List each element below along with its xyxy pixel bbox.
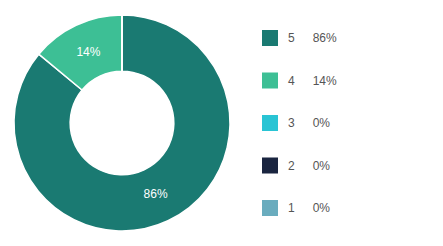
legend-value: 86% <box>313 31 337 45</box>
legend-category: 1 <box>288 201 295 215</box>
legend-value: 14% <box>313 74 337 88</box>
legend-entry: 2 0% <box>288 159 330 173</box>
data-labels: 86% 14% <box>76 45 167 202</box>
legend-category: 5 <box>288 31 295 45</box>
legend-swatch <box>262 115 278 131</box>
chart: 86% 14% 5 86% 4 14% 3 0% 2 0% 1 0% <box>0 0 443 246</box>
legend-entry: 3 0% <box>288 116 330 130</box>
legend: 5 86% 4 14% 3 0% 2 0% 1 0% <box>262 30 337 216</box>
legend-item: 2 0% <box>262 158 330 174</box>
legend-item: 1 0% <box>262 200 330 216</box>
legend-entry: 5 86% <box>288 31 337 45</box>
slice <box>39 15 122 90</box>
legend-category: 2 <box>288 159 295 173</box>
slice <box>14 15 230 231</box>
slice <box>121 15 123 71</box>
legend-swatch <box>262 73 278 89</box>
legend-entry: 1 0% <box>288 201 330 215</box>
legend-category: 4 <box>288 74 295 88</box>
legend-value: 0% <box>313 201 331 215</box>
data-label: 86% <box>144 187 168 201</box>
legend-category: 3 <box>288 116 295 130</box>
slice <box>121 15 123 71</box>
legend-entry: 4 14% <box>288 74 337 88</box>
legend-swatch <box>262 158 278 174</box>
legend-item: 5 86% <box>262 30 337 46</box>
legend-swatch <box>262 200 278 216</box>
legend-item: 3 0% <box>262 115 330 131</box>
legend-item: 4 14% <box>262 73 337 89</box>
legend-value: 0% <box>313 159 331 173</box>
legend-swatch <box>262 30 278 46</box>
pie <box>14 15 230 231</box>
legend-value: 0% <box>313 116 331 130</box>
data-label: 14% <box>76 45 100 59</box>
slice <box>121 15 123 71</box>
